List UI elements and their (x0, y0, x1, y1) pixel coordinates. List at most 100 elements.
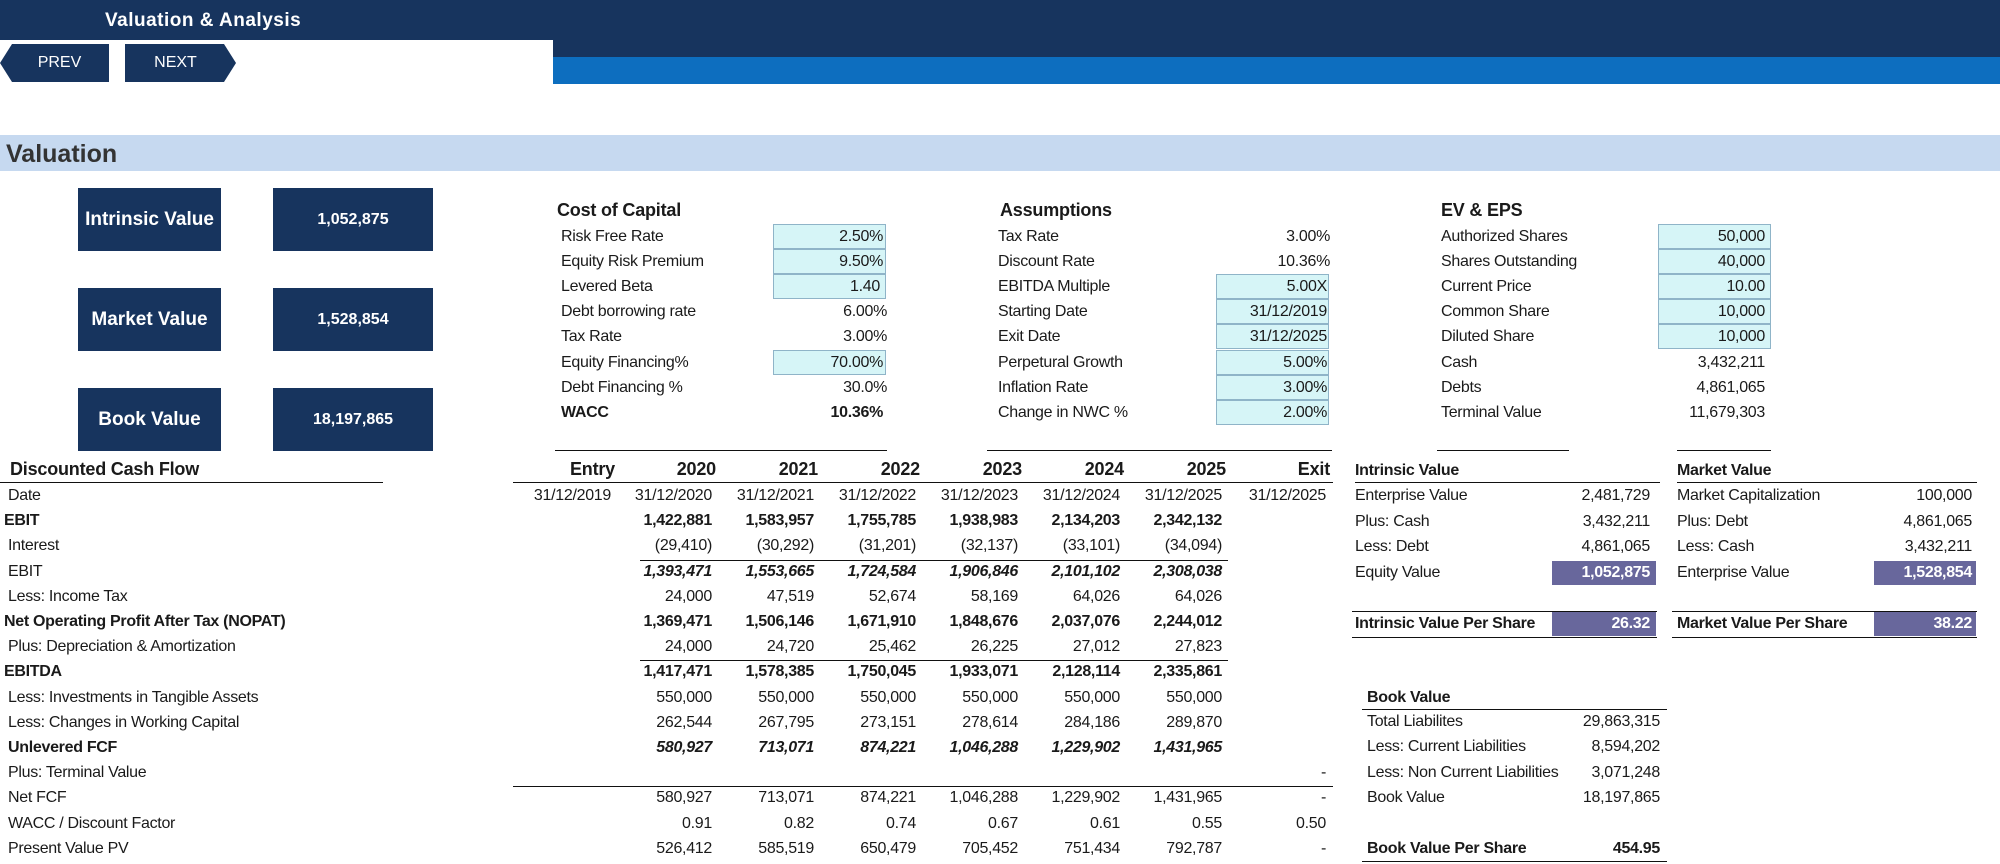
dcf-cell: 1,933,071 (949, 663, 1019, 680)
coc-value: 70.00% (830, 354, 884, 371)
next-button[interactable]: NEXT (125, 44, 236, 82)
dcf-row-label: Net FCF (8, 789, 67, 806)
input-equity-financing[interactable] (773, 350, 886, 375)
book-label: Less: Non Current Liabilities (1367, 764, 1559, 781)
dcf-row-label: Plus: Terminal Value (8, 764, 147, 781)
market-label: Market Capitalization (1677, 487, 1821, 504)
intrinsic-ps-rule-top (1352, 611, 1657, 612)
prev-button[interactable]: PREV (0, 44, 109, 82)
dcf-row-label: Unlevered FCF (8, 739, 118, 756)
dcf-cell: 26,225 (970, 638, 1018, 655)
dcf-cell: 1,431,965 (1153, 739, 1223, 756)
input-levered-beta[interactable] (773, 274, 886, 299)
assumption-value: 5.00% (1283, 354, 1327, 371)
coc-label: Risk Free Rate (561, 228, 664, 245)
market-title-rule (1677, 482, 1977, 483)
dcf-cell: 1,417,471 (643, 663, 713, 680)
market-title: Market Value (1677, 462, 1772, 479)
dcf-cell: - (1320, 789, 1326, 806)
assumption-value: 3.00% (1286, 228, 1330, 245)
assumption-label: Change in NWC % (998, 404, 1128, 421)
dcf-cell: (30,292) (756, 537, 815, 554)
market-value: 100,000 (1916, 487, 1972, 504)
dcf-cell: 1,229,902 (1051, 789, 1121, 806)
dcf-cell: 751,434 (1064, 840, 1120, 857)
assumption-label: Exit Date (998, 328, 1061, 345)
dcf-row-label: Less: Changes in Working Capital (8, 714, 240, 731)
input-exit-date[interactable] (1216, 324, 1329, 349)
book-title: Book Value (1367, 689, 1451, 706)
dcf-cell: 0.61 (1090, 815, 1120, 832)
ev-eps-value: 40,000 (1717, 253, 1765, 270)
dcf-cell: 47,519 (766, 588, 814, 605)
title-bar (0, 0, 2000, 40)
dcf-column-header: 2021 (778, 459, 818, 479)
input-equity-risk-premium[interactable] (773, 249, 886, 274)
market-value: 3,432,211 (1904, 538, 1973, 555)
coc-value: 30.0% (843, 379, 887, 396)
input-change-nwc[interactable] (1216, 400, 1329, 425)
dcf-cell: 2,134,203 (1051, 512, 1121, 529)
dcf-cell: 1,750,045 (847, 663, 917, 680)
input-diluted-share[interactable] (1658, 324, 1771, 349)
input-risk-free-rate[interactable] (773, 224, 886, 249)
dcf-column-header: 2020 (676, 459, 716, 479)
market-per-share-value: 38.22 (1933, 615, 1972, 632)
dcf-cell: 585,519 (758, 840, 814, 857)
dcf-cell: 31/12/2023 (940, 487, 1018, 504)
ev-eps-value: 3,432,211 (1697, 354, 1766, 371)
coc-value: 6.00% (843, 303, 887, 320)
dcf-cell: 0.74 (886, 815, 916, 832)
dcf-cell: 278,614 (962, 714, 1018, 731)
dcf-cell: 0.82 (784, 815, 814, 832)
coc-value: 3.00% (843, 328, 887, 345)
dcf-cell: 0.91 (682, 815, 712, 832)
dcf-cell: 705,452 (962, 840, 1018, 857)
intrinsic-title-rule (1355, 482, 1660, 483)
dcf-cell: 2,128,114 (1052, 663, 1120, 680)
input-starting-date[interactable] (1216, 299, 1329, 324)
dcf-cell: 1,229,902 (1051, 739, 1121, 756)
dcf-cell: 1,393,471 (643, 563, 713, 580)
dcf-cell: 273,151 (860, 714, 916, 731)
input-ebitda-multiple[interactable] (1216, 274, 1329, 299)
dcf-cell: - (1320, 764, 1326, 781)
intrinsic-ps-highlight (1552, 612, 1656, 636)
input-perpetual-growth[interactable] (1216, 350, 1329, 375)
ev-eps-label: Current Price (1441, 278, 1532, 295)
intrinsic-label: Plus: Cash (1355, 513, 1430, 530)
dcf-cell: 64,026 (1174, 588, 1222, 605)
assumption-value: 31/12/2025 (1249, 328, 1327, 345)
input-inflation-rate[interactable] (1216, 375, 1329, 400)
dcf-cell: 24,000 (664, 638, 712, 655)
ev-eps-label: Cash (1441, 354, 1478, 371)
input-current-price[interactable] (1658, 274, 1771, 299)
coc-label: Levered Beta (561, 278, 653, 295)
dcf-cell: 550,000 (860, 689, 916, 706)
input-shares-outstanding[interactable] (1658, 249, 1771, 274)
ev-eps-label: Authorized Shares (1441, 228, 1568, 245)
equity-value-highlight (1552, 561, 1656, 585)
dcf-cell: 580,927 (656, 789, 712, 806)
input-common-share[interactable] (1658, 299, 1771, 324)
input-authorized-shares[interactable] (1658, 224, 1771, 249)
book-per-share-value: 454.95 (1612, 840, 1660, 857)
kpi-market-label: Market Value (78, 288, 221, 351)
dcf-row-label: Interest (8, 537, 59, 554)
assumption-label: Discount Rate (998, 253, 1095, 270)
ev-eps-value: 10.00 (1726, 278, 1765, 295)
wacc-label: WACC (561, 404, 609, 421)
dcf-cell: 874,221 (860, 789, 916, 806)
dcf-cell: 284,186 (1064, 714, 1120, 731)
market-top-rule (1677, 450, 1771, 451)
dcf-cell: 64,026 (1072, 588, 1120, 605)
kpi-market-value: 1,528,854 (273, 288, 433, 351)
book-label: Less: Current Liabilities (1367, 738, 1526, 755)
dcf-cell: 262,544 (656, 714, 712, 731)
dcf-cell: 31/12/2019 (533, 487, 611, 504)
dcf-cell: 1,724,584 (847, 563, 917, 580)
ev-eps-label: Terminal Value (1441, 404, 1542, 421)
ev-eps-label: Diluted Share (1441, 328, 1535, 345)
dcf-cell: 650,479 (860, 840, 916, 857)
intrinsic-per-share-value: 26.32 (1611, 615, 1650, 632)
